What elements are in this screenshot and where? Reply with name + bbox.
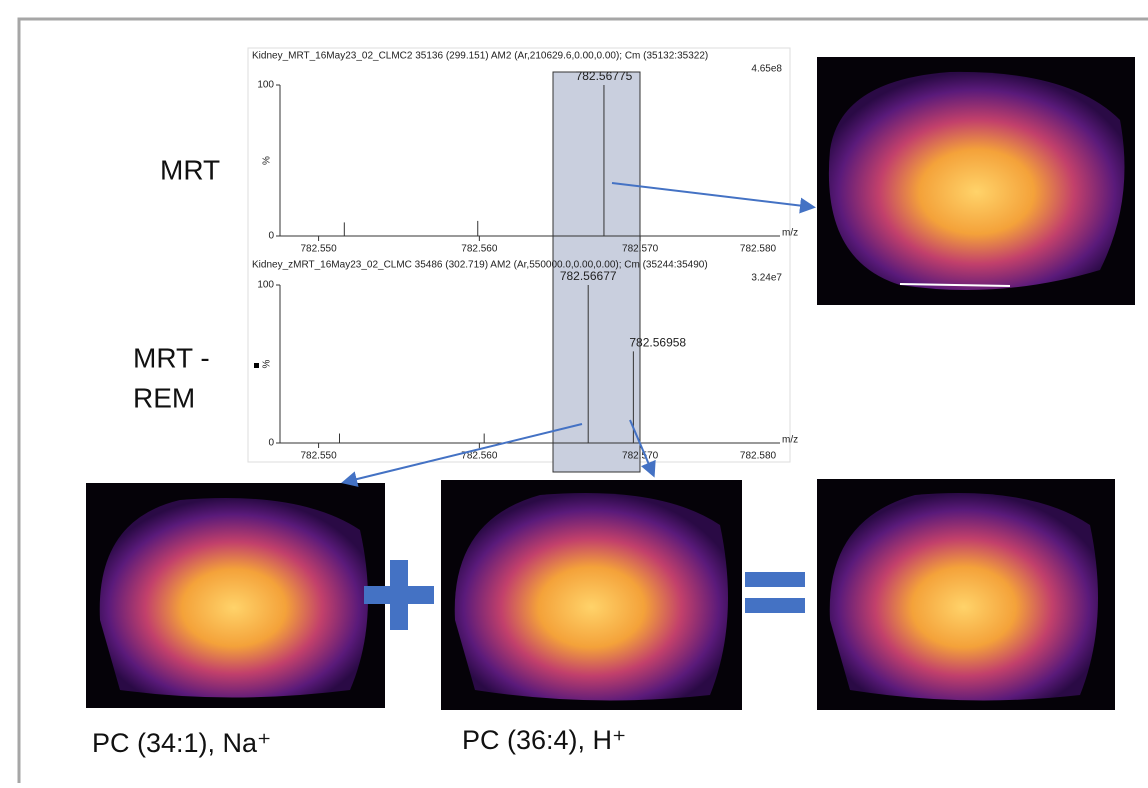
x-axis-label: m/z: [782, 435, 798, 446]
marker-square: [254, 363, 259, 368]
y-tick-label: 0: [268, 438, 274, 449]
spectrum-header: Kidney_MRT_16May23_02_CLMC2 35136 (299.1…: [252, 51, 708, 62]
kidney-image: [86, 483, 385, 708]
image-caption: PC (34:1), Na⁺: [92, 728, 271, 758]
row-label: MRT -: [133, 342, 210, 373]
peak-label: 782.56958: [629, 336, 686, 350]
row-label: REM: [133, 382, 195, 413]
x-tick-label: 782.560: [461, 244, 498, 255]
x-tick-label: 782.570: [622, 244, 659, 255]
figure: Kidney_MRT_16May23_02_CLMC2 35136 (299.1…: [0, 0, 1148, 783]
image-caption: PC (36:4), H⁺: [462, 725, 626, 755]
page: {"labels": {"mrt": "MRT", "mrt_rem_1": "…: [0, 0, 1148, 783]
x-tick-label: 782.550: [301, 244, 338, 255]
peak-label: 782.56775: [576, 69, 633, 83]
y-tick-label: 0: [268, 231, 274, 242]
y-axis-label: %: [262, 156, 273, 165]
row-label: MRT: [160, 154, 220, 185]
y-axis-label: %: [262, 359, 273, 368]
y-tick-label: 100: [257, 80, 274, 91]
peak-label: 782.56677: [560, 269, 617, 283]
x-tick-label: 782.550: [301, 451, 338, 462]
kidney-image: [441, 480, 742, 710]
x-tick-label: 782.570: [622, 451, 659, 462]
spectrum-panel: [248, 48, 790, 462]
y-tick-label: 100: [257, 280, 274, 291]
spectrum-header: Kidney_zMRT_16May23_02_CLMC 35486 (302.7…: [252, 260, 708, 271]
x-axis-label: m/z: [782, 228, 798, 239]
x-tick-label: 782.580: [740, 244, 777, 255]
equals-bar: [745, 572, 805, 587]
x-tick-label: 782.580: [740, 451, 777, 462]
intensity-label: 4.65e8: [751, 64, 782, 75]
equals-bar: [745, 598, 805, 613]
kidney-image: [817, 57, 1135, 305]
kidney-image: [817, 479, 1115, 710]
intensity-label: 3.24e7: [751, 273, 782, 284]
